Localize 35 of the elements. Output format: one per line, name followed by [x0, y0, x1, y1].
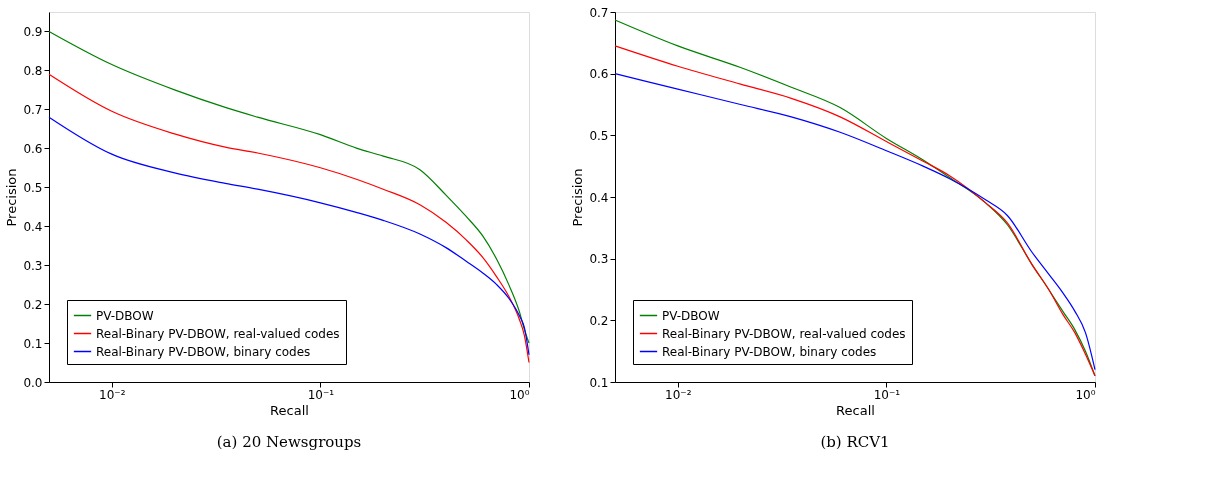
legend-label: Real-Binary PV-DBOW, real-valued codes: [662, 326, 906, 341]
y-tick-label: 0.3: [23, 258, 43, 273]
y-tick-label: 0.5: [589, 128, 609, 143]
y-axis-title: Precision: [4, 168, 20, 227]
legend-label: PV-DBOW: [662, 308, 720, 323]
y-axis-title: Precision: [570, 168, 586, 227]
y-tick-label: 0.2: [589, 313, 609, 328]
y-tick-label: 0.6: [23, 141, 43, 156]
x-tick-label: 10⁰: [1075, 387, 1096, 402]
y-tick-label: 0.4: [589, 190, 609, 205]
text: (a) 20 Newsgroups: [216, 433, 362, 451]
x-tick-label: 10⁻¹: [873, 387, 901, 402]
y-tick-label: 0.2: [23, 297, 43, 312]
y-tick-label: 0.9: [23, 24, 43, 39]
y-tick-label: 0.8: [23, 63, 43, 78]
x-tick-label: 10⁻²: [665, 387, 692, 402]
y-tick-label: 0.1: [23, 336, 43, 351]
text: (b) RCV1: [820, 433, 890, 451]
y-tick-label: 0.3: [589, 252, 609, 267]
x-axis-title: Recall: [836, 402, 875, 418]
x-tick-label: 10⁰: [509, 387, 530, 402]
y-tick-label: 0.6: [589, 67, 609, 82]
legend-label: Real-Binary PV-DBOW, real-valued codes: [96, 326, 340, 341]
y-tick-label: 0.0: [23, 375, 43, 390]
legend-label: Real-Binary PV-DBOW, binary codes: [662, 344, 877, 359]
y-tick-label: 0.7: [23, 102, 43, 117]
y-tick-label: 0.1: [589, 375, 609, 390]
y-tick-label: 0.4: [23, 219, 43, 234]
legend-label: PV-DBOW: [96, 308, 154, 323]
y-tick-label: 0.5: [23, 180, 43, 195]
x-tick-label: 10⁻²: [99, 387, 126, 402]
x-axis-title: Recall: [270, 402, 309, 418]
legend-label: Real-Binary PV-DBOW, binary codes: [96, 344, 311, 359]
x-tick-label: 10⁻¹: [307, 387, 335, 402]
y-tick-label: 0.7: [589, 5, 609, 20]
